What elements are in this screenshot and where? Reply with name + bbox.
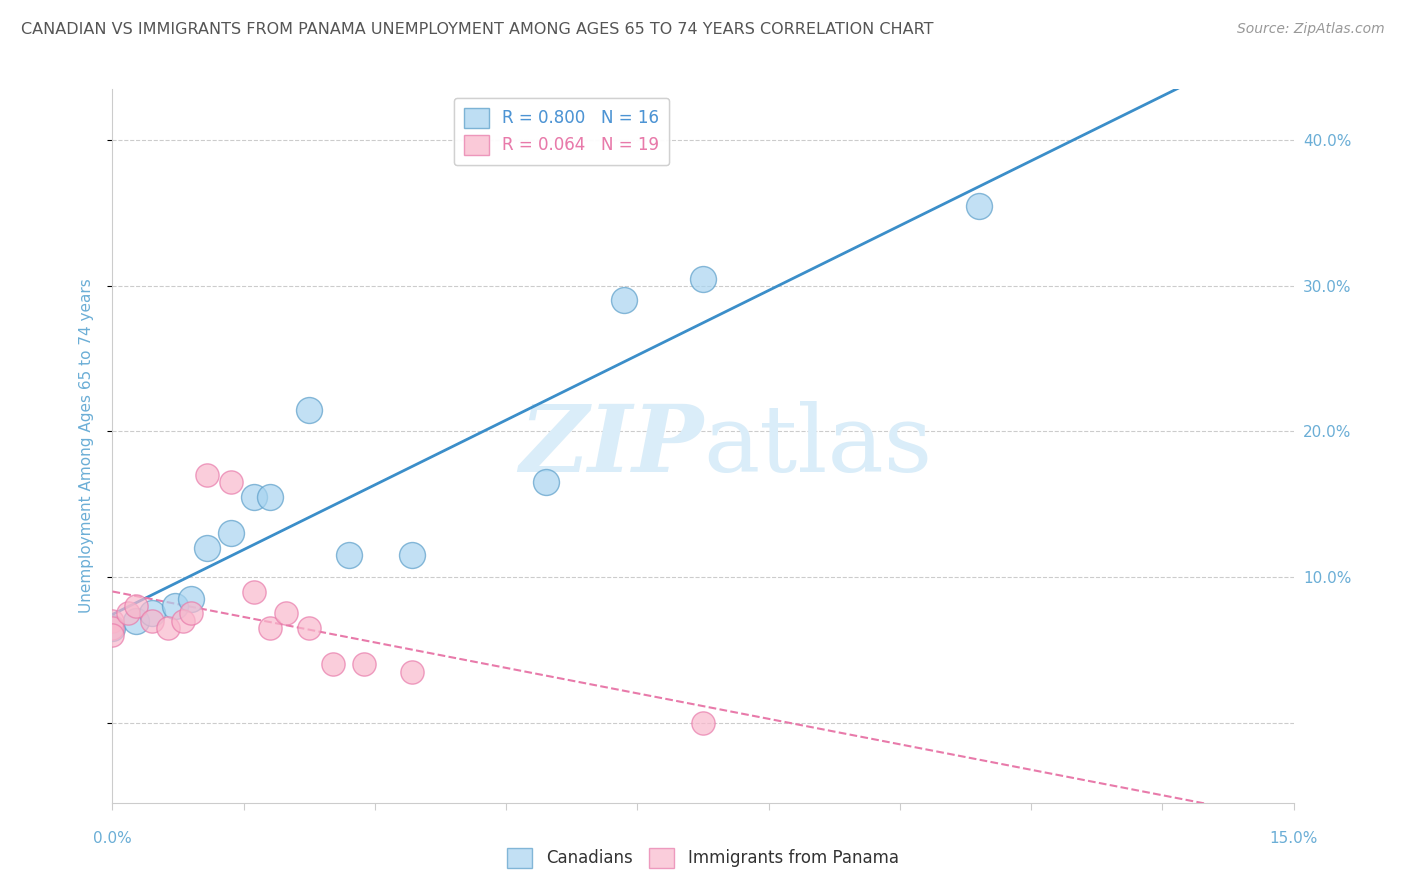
Point [219, 526, 242, 541]
Point [195, 468, 218, 483]
Point [141, 607, 163, 621]
Point [125, 614, 148, 628]
Point [337, 548, 360, 562]
Point [172, 614, 194, 628]
Point [156, 621, 179, 635]
Point [692, 271, 714, 285]
Point [401, 548, 423, 562]
Point [534, 475, 557, 490]
Point [322, 657, 344, 672]
Point [243, 490, 266, 504]
Legend: Canadians, Immigrants from Panama: Canadians, Immigrants from Panama [501, 841, 905, 875]
Text: Source: ZipAtlas.com: Source: ZipAtlas.com [1237, 22, 1385, 37]
Point [274, 607, 297, 621]
Point [692, 715, 714, 730]
Point [141, 614, 163, 628]
Point [613, 293, 636, 308]
Point [101, 628, 124, 642]
Point [353, 657, 375, 672]
Y-axis label: Unemployment Among Ages 65 to 74 years: Unemployment Among Ages 65 to 74 years [79, 278, 94, 614]
Point [101, 614, 124, 628]
Point [180, 591, 202, 606]
Point [298, 402, 321, 417]
Point [967, 199, 990, 213]
Point [243, 584, 266, 599]
Text: 15.0%: 15.0% [1270, 831, 1317, 846]
Point [401, 665, 423, 679]
Point [101, 621, 124, 635]
Point [180, 607, 202, 621]
Point [165, 599, 187, 614]
Point [259, 490, 281, 504]
Legend: R = 0.800   N = 16, R = 0.064   N = 19: R = 0.800 N = 16, R = 0.064 N = 19 [454, 97, 669, 165]
Text: CANADIAN VS IMMIGRANTS FROM PANAMA UNEMPLOYMENT AMONG AGES 65 TO 74 YEARS CORREL: CANADIAN VS IMMIGRANTS FROM PANAMA UNEMP… [21, 22, 934, 37]
Point [125, 599, 148, 614]
Point [259, 621, 281, 635]
Text: 0.0%: 0.0% [93, 831, 132, 846]
Point [298, 621, 321, 635]
Text: ZIP: ZIP [519, 401, 703, 491]
Point [117, 607, 139, 621]
Point [195, 541, 218, 555]
Text: atlas: atlas [703, 401, 932, 491]
Point [101, 621, 124, 635]
Point [219, 475, 242, 490]
